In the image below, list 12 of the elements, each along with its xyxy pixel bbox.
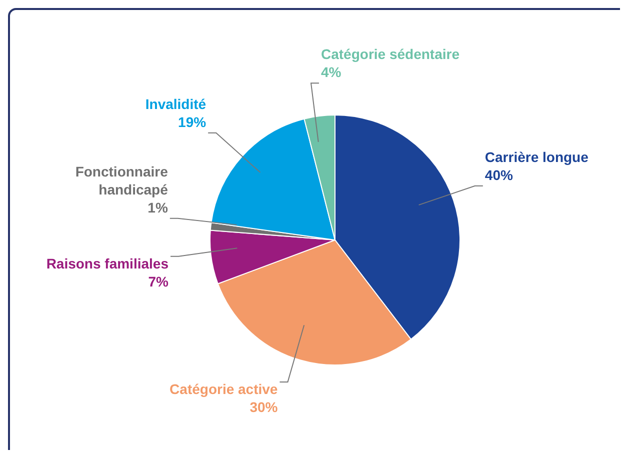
slice-label: Catégorie active	[170, 381, 278, 398]
slice-label: Carrière longue	[484, 148, 589, 165]
data-label: 1%	[148, 199, 168, 216]
data-label: 4%	[321, 64, 342, 80]
data-label: 40%	[484, 166, 514, 183]
slice-label: Fonctionnaire handicapé	[75, 163, 168, 198]
data-label: 19%	[178, 114, 207, 130]
slice-label: Invalidité	[145, 96, 206, 112]
data-label: 7%	[148, 273, 170, 290]
slice-label: Catégorie sédentaire	[321, 46, 460, 62]
data-label: 30%	[250, 399, 278, 416]
slice-label: Raisons familiales	[46, 255, 169, 272]
